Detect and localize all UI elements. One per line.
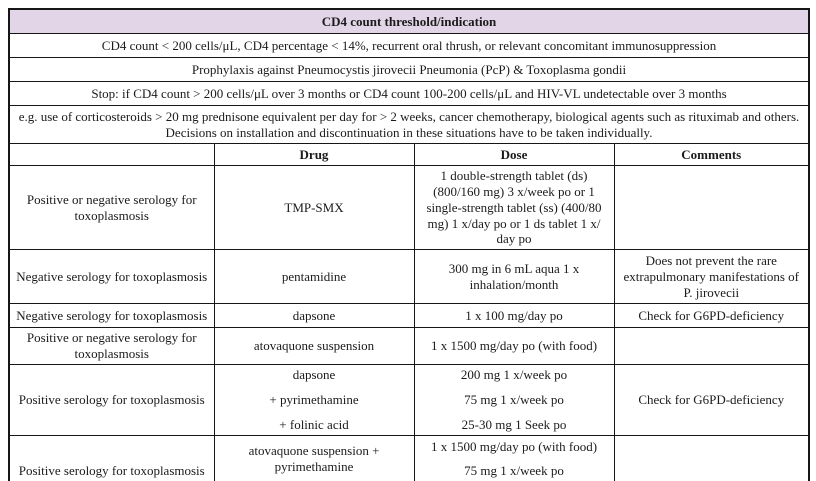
comments-cell: Check for G6PD-deficiency bbox=[613, 364, 810, 436]
note-cell: e.g. use of corticosteroids > 20 mg pred… bbox=[8, 105, 810, 144]
comments-cell bbox=[613, 327, 810, 366]
info-row-note: e.g. use of corticosteroids > 20 mg pred… bbox=[8, 105, 810, 144]
serology-cell: Negative serology for toxoplasmosis bbox=[8, 303, 215, 329]
drug-cell: pentamidine bbox=[213, 249, 415, 305]
dose-line: 25-30 mg 1 Seek po bbox=[461, 417, 567, 433]
col-header-comments: Comments bbox=[613, 143, 810, 166]
drug-cell: atovaquone suspension bbox=[213, 327, 415, 366]
info-row-stop: Stop: if CD4 count > 200 cells/μL over 3… bbox=[8, 81, 810, 106]
table-row: Negative serology for toxoplasmosis pent… bbox=[8, 249, 810, 305]
col-header-drug: Drug bbox=[213, 143, 415, 166]
info-row-threshold: CD4 count < 200 cells/μL, CD4 percentage… bbox=[8, 33, 810, 58]
dose-cell: 300 mg in 6 mL aqua 1 x inhalation/month bbox=[413, 249, 615, 305]
drug-cell: atovaquone suspension + pyrimethamine + … bbox=[213, 434, 415, 481]
dose-cell: 1 x 1500 mg/day po (with food) 75 mg 1 x… bbox=[413, 434, 615, 481]
table-title-row: CD4 count threshold/indication bbox=[8, 8, 810, 34]
serology-cell: Positive or negative serology for toxopl… bbox=[8, 327, 215, 366]
serology-cell: Negative serology for toxoplasmosis bbox=[8, 249, 215, 305]
prophylaxis-text: Prophylaxis against Pneumocystis jirovec… bbox=[8, 57, 810, 82]
serology-cell: Positive serology for toxoplasmosis bbox=[8, 364, 215, 436]
info-row-prophylaxis: Prophylaxis against Pneumocystis jirovec… bbox=[8, 57, 810, 82]
drug-cell: TMP-SMX bbox=[213, 164, 415, 251]
drug-line: + pyrimethamine bbox=[269, 392, 359, 408]
comments-cell bbox=[613, 434, 810, 481]
col-header-empty bbox=[8, 143, 215, 166]
stop-text: Stop: if CD4 count > 200 cells/μL over 3… bbox=[8, 81, 810, 106]
col-header-dose: Dose bbox=[413, 143, 615, 166]
comments-cell bbox=[613, 164, 810, 251]
drug-line: atovaquone suspension + pyrimethamine bbox=[248, 443, 380, 474]
dose-cell: 1 x 100 mg/day po bbox=[413, 303, 615, 329]
dose-line: 75 mg 1 x/week po bbox=[464, 392, 564, 408]
table-row: Negative serology for toxoplasmosis daps… bbox=[8, 303, 810, 329]
note-line-1: e.g. use of corticosteroids > 20 mg pred… bbox=[18, 108, 800, 124]
table-row: Positive serology for toxoplasmosis daps… bbox=[8, 364, 810, 436]
prophylaxis-table: CD4 count threshold/indication CD4 count… bbox=[8, 8, 811, 481]
dose-line: 75 mg 1 x/week po bbox=[464, 463, 564, 479]
table-row: Positive serology for toxoplasmosis atov… bbox=[8, 434, 810, 481]
drug-line: + folinic acid bbox=[279, 417, 349, 433]
serology-cell: Positive serology for toxoplasmosis bbox=[8, 434, 215, 481]
dose-cell: 1 x 1500 mg/day po (with food) bbox=[413, 327, 615, 366]
drug-line: dapsone bbox=[292, 367, 336, 383]
comments-cell: Does not prevent the rare extrapulmonary… bbox=[613, 249, 810, 305]
table-row: Positive or negative serology for toxopl… bbox=[8, 164, 810, 251]
comments-cell: Check for G6PD-deficiency bbox=[613, 303, 810, 329]
dose-cell: 200 mg 1 x/week po 75 mg 1 x/week po 25-… bbox=[413, 364, 615, 436]
note-line-2: Decisions on installation and discontinu… bbox=[165, 124, 653, 140]
dose-cell: 1 double-strength tablet (ds) (800/160 m… bbox=[413, 164, 615, 251]
drug-cell: dapsone + pyrimethamine + folinic acid bbox=[213, 364, 415, 436]
drug-cell: dapsone bbox=[213, 303, 415, 329]
table-title: CD4 count threshold/indication bbox=[8, 8, 810, 34]
serology-cell: Positive or negative serology for toxopl… bbox=[8, 164, 215, 251]
dose-line: 200 mg 1 x/week po bbox=[460, 367, 568, 383]
dose-line: 1 x 1500 mg/day po (with food) bbox=[430, 438, 598, 454]
column-header-row: Drug Dose Comments bbox=[8, 143, 810, 166]
table-row: Positive or negative serology for toxopl… bbox=[8, 327, 810, 366]
threshold-text: CD4 count < 200 cells/μL, CD4 percentage… bbox=[8, 33, 810, 58]
